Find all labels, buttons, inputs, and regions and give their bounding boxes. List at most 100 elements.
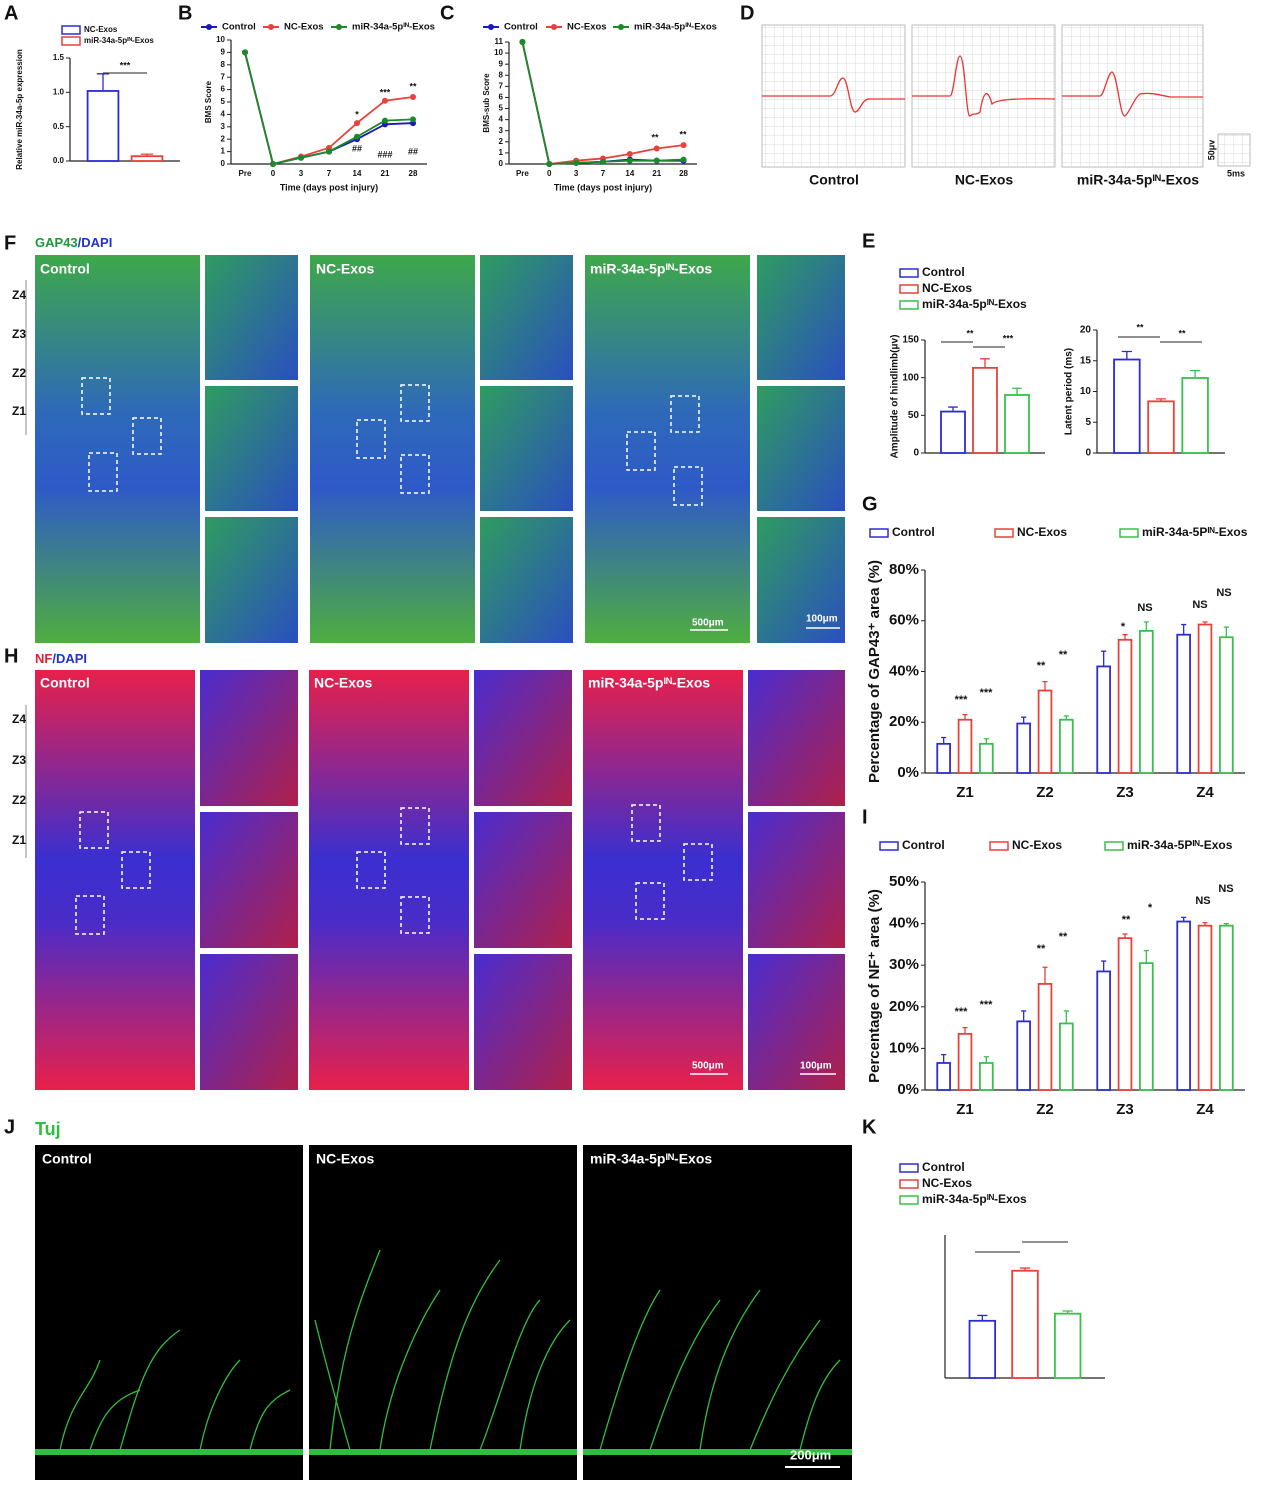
bar <box>1197 623 1213 774</box>
x-tick-label: 28 <box>679 169 688 178</box>
legend-label: NC-Exos <box>284 22 324 33</box>
legend-swatch <box>899 268 919 278</box>
bar <box>1176 633 1191 774</box>
bar <box>1004 394 1030 454</box>
annotation: *** <box>955 694 969 706</box>
roi-boxes <box>75 804 713 935</box>
annotation: ** <box>1037 943 1046 955</box>
error-bar <box>1122 634 1128 640</box>
y-tick-label: 100 <box>902 372 919 383</box>
legend-swatch <box>1119 528 1139 538</box>
panel-letter: H <box>4 645 18 667</box>
error-bar <box>1042 966 1048 984</box>
y-tick-label: 7 <box>499 81 504 90</box>
bar <box>1219 636 1234 774</box>
legend-label: Control <box>222 22 256 33</box>
x-tick-label: 28 <box>409 169 418 178</box>
bar <box>1096 970 1111 1091</box>
point <box>653 145 660 152</box>
y-tick-label: 0 <box>221 159 226 168</box>
annotation: NS <box>1218 883 1233 895</box>
legend-label: miR-34a-5pᴵᴺ-Exos <box>922 297 1027 311</box>
error-bar <box>1063 1010 1069 1024</box>
bar <box>1059 1022 1074 1091</box>
y-tick-label: 150 <box>902 335 919 346</box>
y-tick-label: 11 <box>495 37 504 46</box>
micrograph <box>309 1145 577 1480</box>
group-label: miR-34a-5pᴵᴺ-Exos <box>588 675 710 691</box>
y-tick-label: 5 <box>499 104 504 113</box>
chart: Control NC-Exos miR-34a-5pᴵᴺ-Exos <box>899 1160 1105 1379</box>
chart: 0.0 0.5 1.0 1.5 Relative miR-34a-5p expressi… <box>15 25 180 170</box>
y-tick-label: 0 <box>913 448 919 459</box>
bar <box>1139 962 1154 1091</box>
error-bar <box>1190 369 1201 378</box>
line <box>521 41 684 165</box>
annotation: ### <box>377 149 392 159</box>
error-bar <box>1121 350 1132 360</box>
annotation: ** <box>1059 931 1068 943</box>
error-bar <box>1101 960 1107 972</box>
legend-swatch <box>899 1163 919 1173</box>
scale-label: 100μm <box>806 614 838 625</box>
point <box>600 158 606 165</box>
micrograph-zoom <box>474 954 572 1090</box>
error-bar <box>941 1053 947 1063</box>
y-tick-label: 4 <box>499 115 504 124</box>
bar <box>957 1032 973 1091</box>
bar <box>130 155 164 162</box>
x-tick-label: Pre <box>239 169 252 178</box>
bar <box>936 1062 951 1091</box>
zone-label: Z4 <box>12 288 26 302</box>
legend-label: miR-34a-5pᴵᴺ-Exos <box>352 22 435 33</box>
legend-swatch <box>1104 841 1124 851</box>
y-tick-label: 1.5 <box>53 53 65 62</box>
error-bar <box>983 1056 989 1063</box>
panel-letter: J <box>4 1116 15 1138</box>
micrograph-zoom <box>748 954 845 1090</box>
stain-label: GAP43/DAPI <box>35 235 112 250</box>
point <box>242 49 248 56</box>
y-tick-label: 0 <box>1085 448 1091 459</box>
y-tick-label: 10% <box>889 1039 919 1056</box>
y-tick-label: 20% <box>889 998 919 1015</box>
x-tick-label: Z3 <box>1116 1101 1134 1118</box>
bar <box>1219 924 1234 1091</box>
annotation: NS <box>1137 602 1152 614</box>
x-tick-label: Z1 <box>956 1101 974 1118</box>
legend-swatch <box>899 284 919 294</box>
scale-label: 200μm <box>790 1447 831 1462</box>
annotation: * <box>355 109 359 119</box>
error-bar <box>1062 1310 1073 1314</box>
legend-label: NC-Exos <box>922 1176 972 1190</box>
stain-label: NF/DAPI <box>35 651 87 666</box>
micrograph-zoom <box>200 812 298 948</box>
group-label: Control <box>40 675 90 691</box>
x-tick-label: Z3 <box>1116 784 1134 801</box>
error-bar <box>1155 398 1167 402</box>
y-tick-label: 0% <box>897 1081 919 1098</box>
annotation: * <box>1148 902 1153 914</box>
bar <box>936 742 951 774</box>
annotation: ** <box>409 81 417 91</box>
y-tick-label: 1 <box>499 148 504 157</box>
y-tick-label: 1.0 <box>53 87 65 96</box>
x-tick-label: 14 <box>353 169 362 178</box>
group-label: NC-Exos <box>316 261 375 277</box>
panel-letter: F <box>4 232 16 254</box>
line <box>521 41 684 165</box>
error-bar <box>962 1026 968 1034</box>
legend-label: miR-34a-5Pᴵᴺ-Exos <box>1127 838 1233 852</box>
bar <box>1181 377 1209 454</box>
x-tick-label: 3 <box>299 169 304 178</box>
y-tick-label: 2 <box>499 137 504 146</box>
bar <box>1113 358 1141 454</box>
bar <box>1037 689 1053 774</box>
group-label: NC-Exos <box>314 675 373 691</box>
bar <box>1139 630 1154 774</box>
bar <box>1096 665 1111 774</box>
y-tick-label: 50 <box>908 410 920 421</box>
chart: 0% 10% 20% 30% 40% 50% Percentage of NF⁺ area … <box>866 838 1245 1118</box>
error-bar <box>948 406 958 412</box>
bar <box>972 366 998 454</box>
